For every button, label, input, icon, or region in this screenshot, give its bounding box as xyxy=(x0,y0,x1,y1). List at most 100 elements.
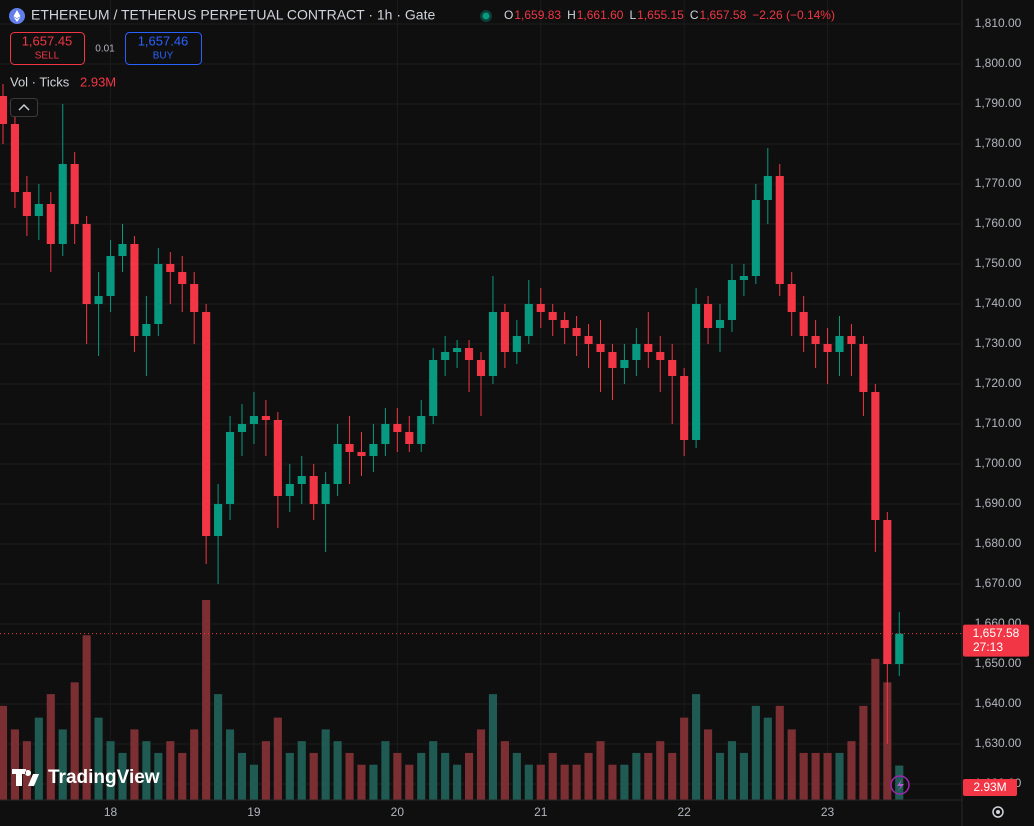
candle-body xyxy=(680,376,689,440)
settings-button[interactable] xyxy=(992,806,1004,818)
y-tick-label: 1,650.00 xyxy=(975,656,1022,670)
volume-bar xyxy=(512,752,521,800)
symbol-title[interactable]: ETHEREUM / TETHERUS PERPETUAL CONTRACT ·… xyxy=(31,7,435,23)
sell-button[interactable] xyxy=(10,32,85,65)
volume-bar xyxy=(58,729,67,800)
volume-bar xyxy=(715,752,725,800)
volume-bar xyxy=(381,741,390,800)
x-tick-label: 21 xyxy=(534,805,548,819)
brand-name: TradingView xyxy=(48,767,160,788)
market-status xyxy=(482,12,490,20)
candle-body xyxy=(823,344,832,352)
collapse-button[interactable] xyxy=(10,98,38,117)
volume-bar xyxy=(859,705,868,800)
volume-bar xyxy=(237,752,247,800)
y-tick-label: 1,740.00 xyxy=(975,296,1022,310)
replay-button[interactable] xyxy=(890,775,910,795)
candle-body xyxy=(835,336,844,352)
candle-body xyxy=(405,432,414,444)
candle-body xyxy=(751,200,760,276)
volume-bar xyxy=(823,752,832,800)
x-tick-label: 20 xyxy=(391,805,405,819)
ohlc-value: 1,655.15 xyxy=(637,8,684,22)
volume-bar xyxy=(261,741,270,800)
volume-bar xyxy=(656,741,665,800)
volume-bar xyxy=(345,752,354,800)
buy-button[interactable] xyxy=(125,32,202,65)
candle-body xyxy=(596,344,605,352)
candle-body xyxy=(811,336,820,344)
volume-legend-value: 2.93M xyxy=(80,74,116,89)
volume-layer xyxy=(0,600,904,800)
volume-bar xyxy=(130,729,139,800)
volume-bar xyxy=(405,764,414,800)
volume-bar xyxy=(10,729,20,800)
volume-bar xyxy=(309,752,318,800)
spread: 0.01 xyxy=(95,44,115,55)
eth-glyph xyxy=(13,10,21,22)
y-tick-label: 1,720.00 xyxy=(975,376,1022,390)
volume-bar xyxy=(0,705,8,800)
volume-bar xyxy=(82,635,91,800)
volume-bar xyxy=(369,764,378,800)
x-tick-label: 23 xyxy=(821,805,835,819)
collapse-icon xyxy=(18,104,30,111)
volume-bar xyxy=(871,658,880,800)
volume-bar xyxy=(94,717,103,800)
y-tick-label: 1,790.00 xyxy=(975,96,1022,110)
volume-bar xyxy=(680,717,689,800)
y-tick-label: 1,760.00 xyxy=(975,216,1022,230)
y-tick-label: 1,670.00 xyxy=(975,576,1022,590)
volume-bar xyxy=(249,764,259,800)
candle-body xyxy=(249,416,259,424)
volume-bar xyxy=(285,752,294,800)
candle-body xyxy=(895,633,904,664)
candle-body xyxy=(357,452,366,456)
volume-bar xyxy=(34,717,43,800)
volume-bar xyxy=(668,752,677,800)
candle-body xyxy=(871,392,880,520)
volume-bar xyxy=(106,741,115,800)
volume-bar xyxy=(464,752,474,800)
volume-bar xyxy=(357,764,366,800)
sell-label: SELL xyxy=(35,51,60,62)
volume-bar xyxy=(154,752,163,800)
volume-bar xyxy=(739,752,748,800)
volume-bar xyxy=(811,752,820,800)
change: −2.26 (−0.14%) xyxy=(752,8,835,22)
x-tick-label: 22 xyxy=(677,805,691,819)
candle-body xyxy=(237,424,247,432)
x-tick-label: 19 xyxy=(247,805,261,819)
volume-bar xyxy=(500,741,509,800)
candle-body xyxy=(703,304,713,328)
candle-body xyxy=(178,272,187,284)
volume-bar xyxy=(632,752,641,800)
candle-body xyxy=(632,344,641,360)
candle-body xyxy=(548,312,557,320)
volume-legend: Vol · Ticks xyxy=(10,74,70,89)
y-tick-label: 1,710.00 xyxy=(975,416,1022,430)
candle-body xyxy=(644,344,653,352)
volume-bar xyxy=(225,729,235,800)
volume-bar xyxy=(142,741,151,800)
volume-bar xyxy=(476,729,486,800)
volume-bar xyxy=(417,752,426,800)
buy-label: BUY xyxy=(153,51,174,62)
candle-body xyxy=(787,284,796,312)
volume-bar xyxy=(166,741,175,800)
candle-body xyxy=(190,284,199,312)
brand-logo xyxy=(12,769,39,786)
candle-body xyxy=(715,320,725,328)
y-tick-label: 1,700.00 xyxy=(975,456,1022,470)
volume-bar xyxy=(202,600,211,800)
candle-body xyxy=(321,484,330,504)
settings-dot xyxy=(996,810,1000,814)
y-tick-label: 1,810.00 xyxy=(975,16,1022,30)
y-tick-label: 1,770.00 xyxy=(975,176,1022,190)
candle-body xyxy=(0,96,8,124)
candle-body xyxy=(763,176,772,200)
volume-bar xyxy=(775,705,784,800)
candle-body xyxy=(58,164,67,244)
buy-price: 1,657.46 xyxy=(138,33,189,48)
